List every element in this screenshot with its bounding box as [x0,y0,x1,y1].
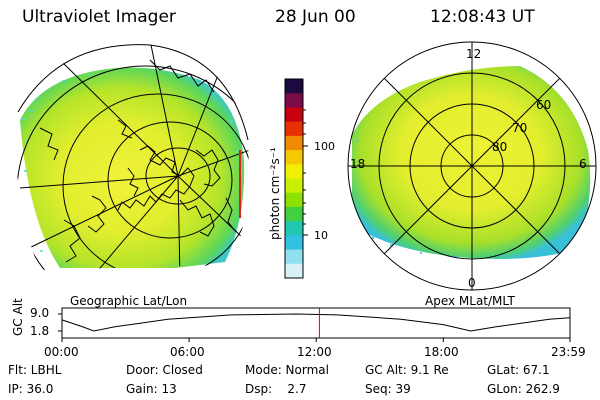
status-gain: Gain: 13 [126,382,177,396]
colorbar-segment [285,263,303,279]
colorbar-frame [284,78,304,279]
colorbar-segment [285,235,303,251]
colorbar-segment [285,221,303,236]
colorbar-segment [285,249,303,265]
timeline-y-tick-low: 1.8 [30,324,50,338]
colorbar-tick-10: 10 [314,229,328,242]
mlt-label-12: 12 [466,47,482,61]
polar-plot [347,41,597,291]
mlat-label-60: 60 [536,98,552,112]
colorbar-segment [285,107,303,123]
timeline-y-tick-high: 9.0 [30,306,50,320]
limb-outline [17,44,249,141]
right-panel-caption: Apex MLat/MLT [425,294,515,308]
altitude-timeline [58,307,571,342]
timeline-x-tick-0600: 06:00 [170,345,205,359]
status-mode: Mode: Normal [245,363,329,377]
auroral-emission-right [351,66,591,259]
status-glon: GLon: 262.9 [487,382,560,396]
auroral-emission-left [20,67,245,269]
colorbar-segment [285,206,303,222]
colorbar-segment [285,93,303,108]
status-ip: IP: 36.0 [8,382,54,396]
left-panel-caption: Geographic Lat/Lon [70,294,188,308]
colorbar-ticks [303,109,308,236]
mlt-label-18: 18 [350,157,366,171]
time-label: 12:08:43 UT [430,7,535,27]
colorbar-segment [285,121,303,137]
status-glat: GLat: 67.1 [487,363,550,377]
instrument-title: Ultraviolet Imager [22,7,176,27]
status-seq: Seq: 39 [365,382,411,396]
polar-grid [348,42,596,290]
status-filter: Flt: LBHL [8,363,62,377]
timeline-x-tick-2359: 23:59 [551,345,586,359]
mlat-label-70: 70 [512,121,528,135]
status-gc-alt: GC Alt: 9.1 Re [365,363,449,377]
mlt-label-6: 6 [579,157,587,171]
colorbar-segment [285,192,303,208]
date-label: 28 Jun 00 [275,7,356,27]
polar-outline [347,41,597,291]
mlat-label-80: 80 [492,140,508,154]
colorbar-segment [285,164,303,179]
color-scale-bar [284,78,304,279]
noise-speckle-right [356,140,582,258]
altitude-curve [61,313,570,332]
timeline-x-tick-1800: 18:00 [424,345,459,359]
status-door: Door: Closed [126,363,203,377]
colorbar-segment [285,150,303,165]
coastlines [39,59,237,263]
timeline-x-tick-1200: 12:00 [297,345,332,359]
noise-speckle-left [22,74,238,252]
timeline-axis-title: GC Alt [11,298,25,336]
status-dsp: Dsp: 2.7 [245,382,307,396]
colorbar-tick-100: 100 [314,140,335,153]
geographic-image [16,44,249,271]
timeline-x-tick-0000: 00:00 [44,345,79,359]
colorbar-segment [285,135,303,151]
timeline-x-ticks [61,338,571,342]
colorbar-segment [285,178,303,194]
colorbar-unit-label: photon cm⁻²s⁻¹ [268,147,282,240]
mlt-label-0: 0 [468,276,476,290]
colorbar-segment [285,79,303,94]
